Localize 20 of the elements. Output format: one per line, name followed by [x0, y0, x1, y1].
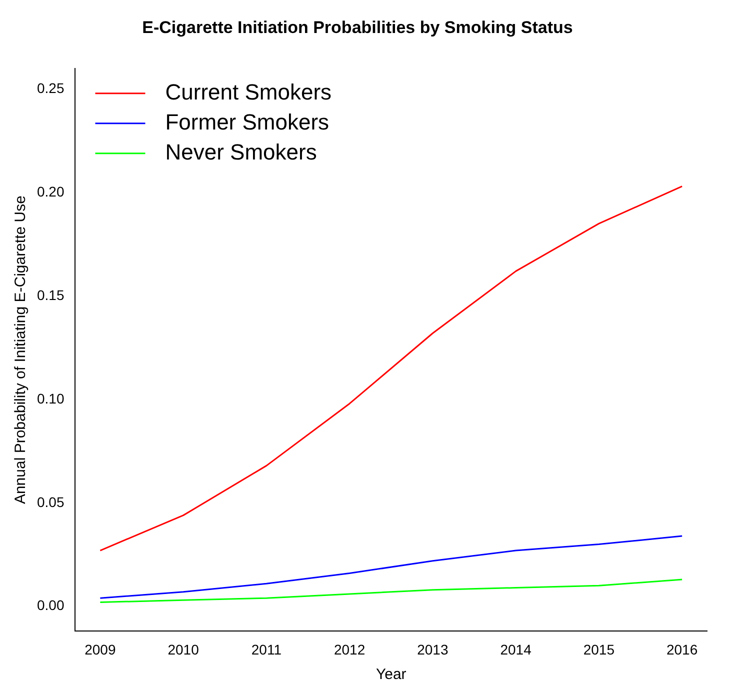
- chart-title: E-Cigarette Initiation Probabilities by Smoking Status: [142, 18, 573, 37]
- x-tick-label: 2012: [334, 641, 366, 658]
- legend-label: Former Smokers: [165, 109, 330, 134]
- y-tick-label: 0.20: [37, 183, 64, 200]
- x-tick-label: 2009: [84, 641, 116, 658]
- y-tick-label: 0.00: [37, 597, 64, 614]
- y-axis-title: Annual Probability of Initiating E-Cigarette Use: [12, 196, 30, 504]
- y-tick-label: 0.15: [37, 286, 64, 303]
- x-tick-label: 2016: [666, 641, 698, 658]
- x-tick-label: 2013: [417, 641, 448, 658]
- legend-label: Current Smokers: [165, 79, 332, 104]
- x-tick-label: 2015: [583, 641, 615, 658]
- y-tick-label: 0.05: [37, 494, 64, 510]
- x-tick-label: 2011: [251, 641, 282, 658]
- x-tick-label: 2010: [168, 641, 200, 658]
- x-tick-label: 2014: [500, 641, 532, 658]
- x-axis-title: Year: [376, 666, 406, 684]
- y-tick-label: 0.25: [37, 80, 64, 96]
- legend-label: Never Smokers: [165, 139, 317, 164]
- y-tick-label: 0.10: [37, 390, 64, 406]
